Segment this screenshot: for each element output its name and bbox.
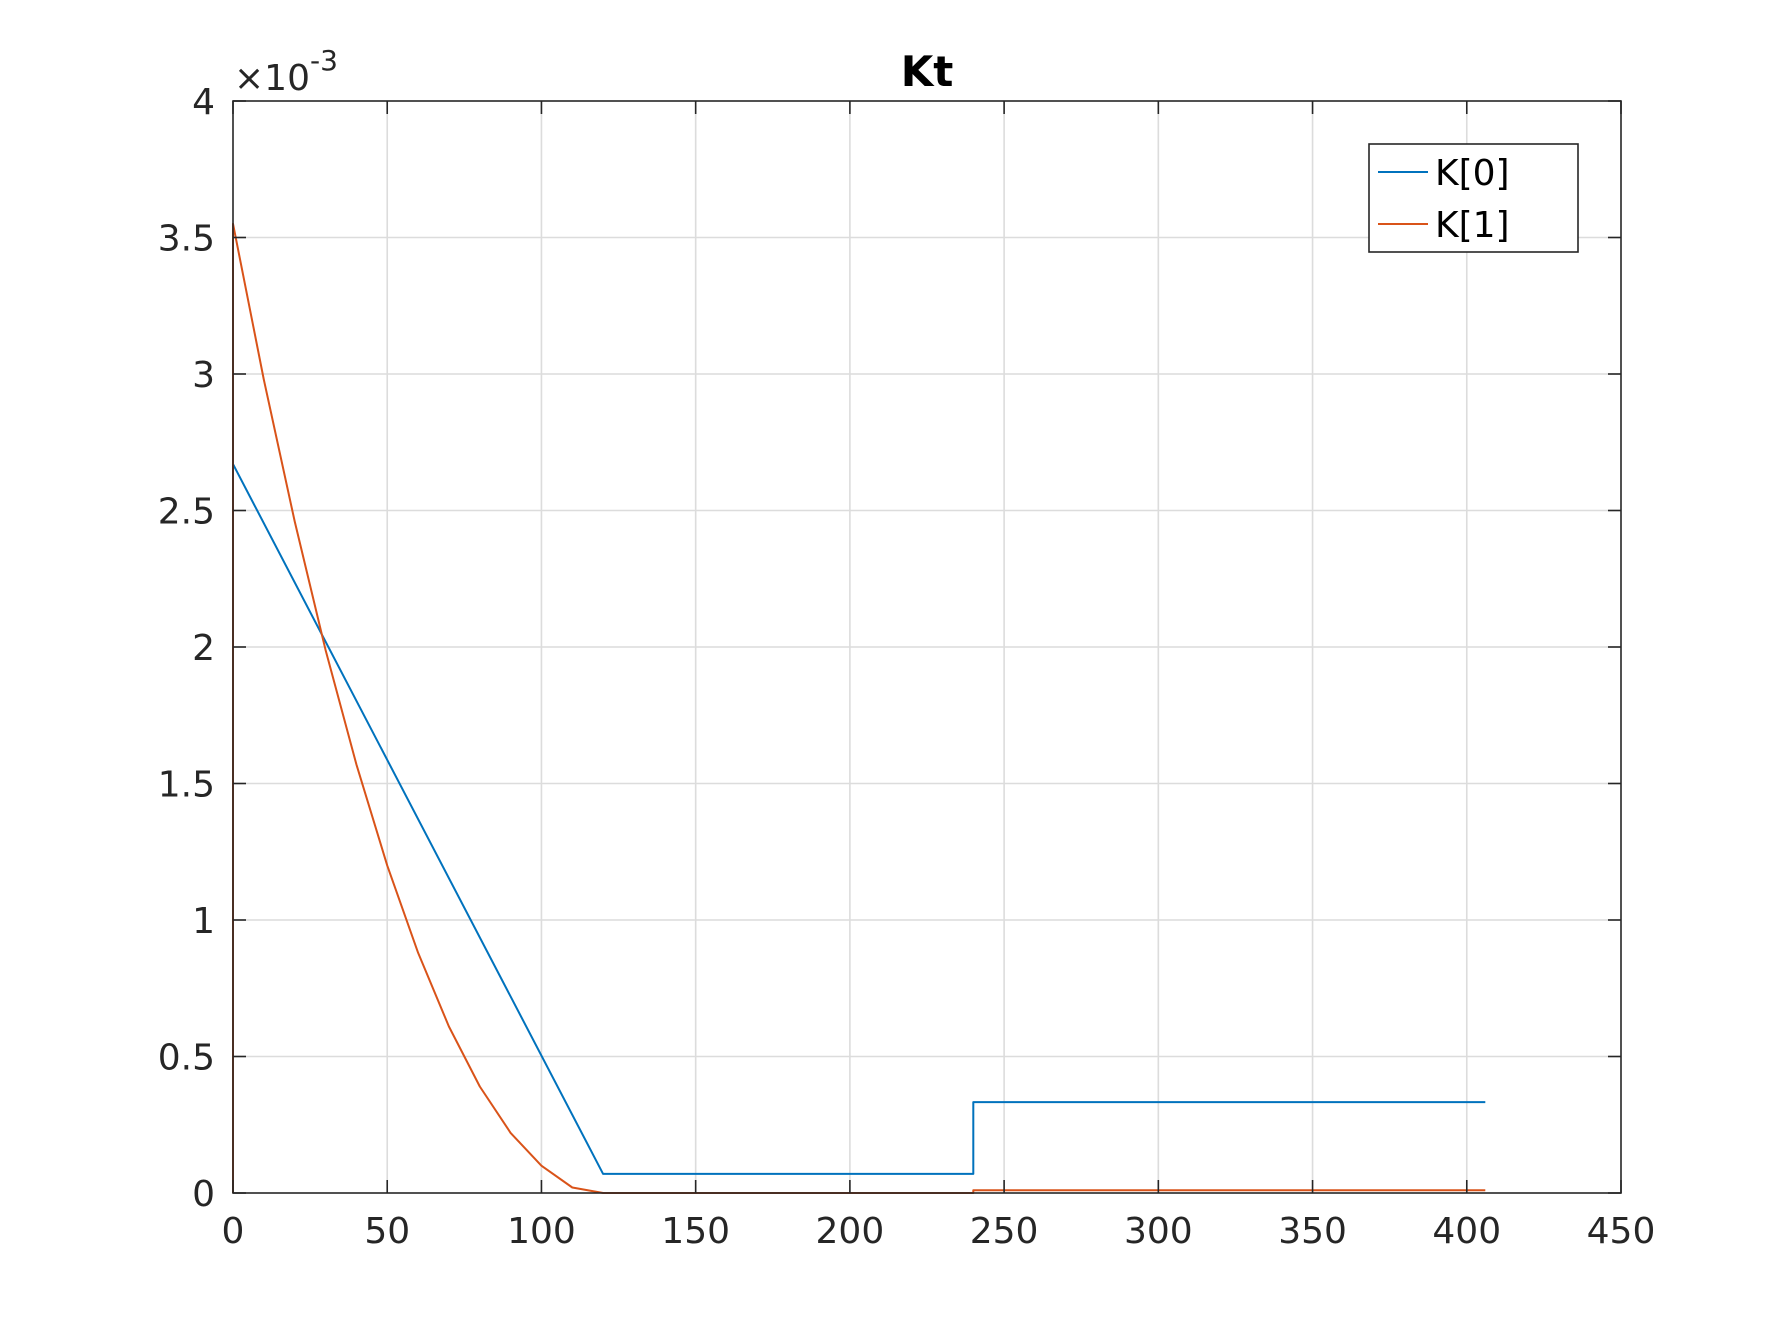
legend-box xyxy=(1368,143,1579,253)
y-exponent-prefix: × xyxy=(234,58,264,99)
y-tick-label: 4 xyxy=(192,82,215,123)
y-exponent-label: ×10-3 xyxy=(234,44,338,99)
y-tick-label: 2.5 xyxy=(158,492,215,533)
x-tick-label: 0 xyxy=(222,1211,245,1252)
chart-title: Kt xyxy=(901,47,954,96)
y-tick-label: 1.5 xyxy=(158,765,215,806)
x-tick-label: 200 xyxy=(816,1211,885,1252)
x-tick-label: 250 xyxy=(970,1211,1039,1252)
y-tick-label: 1 xyxy=(192,901,215,942)
grid-layer xyxy=(233,101,1621,1193)
x-tick-label: 450 xyxy=(1587,1211,1656,1252)
x-tick-label: 350 xyxy=(1278,1211,1347,1252)
legend-label-0: K[0] xyxy=(1435,153,1510,194)
label-layer: 0 50 100 150 200 250 300 350 400 450 0 0.5 1 1.5 2 2.5 3… xyxy=(158,82,1656,1252)
x-tick-label: 400 xyxy=(1432,1211,1501,1252)
x-tick-label: 100 xyxy=(507,1211,576,1252)
tick-layer xyxy=(232,100,1622,1194)
x-tick-label: 150 xyxy=(661,1211,730,1252)
legend-label-1: K[1] xyxy=(1435,205,1510,246)
x-tick-label: 50 xyxy=(364,1211,410,1252)
y-tick-label: 3.5 xyxy=(158,219,215,260)
y-tick-label: 2 xyxy=(192,628,215,669)
x-tick-label: 300 xyxy=(1124,1211,1193,1252)
y-exponent-base: 10 xyxy=(264,58,310,99)
y-tick-label: 0 xyxy=(192,1174,215,1215)
y-tick-label: 0.5 xyxy=(158,1038,215,1079)
y-exponent-power: -3 xyxy=(310,44,338,77)
legend: K[0] K[1] xyxy=(1368,143,1579,253)
y-tick-label: 3 xyxy=(192,355,215,396)
